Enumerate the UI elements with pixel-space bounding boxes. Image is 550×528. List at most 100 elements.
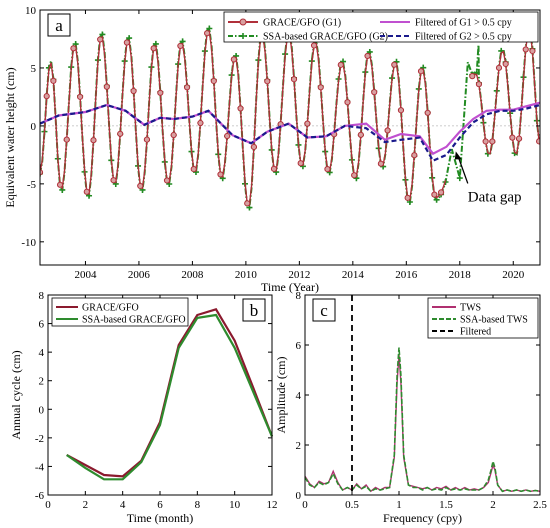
panel-tag-box: [312, 298, 336, 322]
series-g1-marker: [250, 143, 258, 151]
series-g1-marker: [469, 73, 476, 80]
y-tick-label: 0: [39, 404, 45, 416]
panel-tag: a: [47, 13, 71, 37]
x-tick-label: 12: [267, 499, 278, 511]
x-tick-label: 8: [195, 499, 201, 511]
series-g1-marker: [224, 132, 231, 140]
series-filtered-g2: [40, 103, 540, 163]
panel-tag: b: [242, 298, 266, 322]
series-filtered-g1: [40, 101, 540, 156]
x-tick-label: 10: [229, 499, 241, 511]
series-g1-marker: [237, 105, 244, 112]
x-tick-label: 2020: [502, 269, 525, 281]
series-g1-marker: [290, 76, 298, 83]
series-g1-marker: [244, 200, 251, 207]
x-tick-label: 1.5: [439, 499, 453, 511]
series-g1-marker: [270, 165, 278, 172]
x-tick-label: 1: [396, 499, 402, 511]
series-g1-marker: [536, 138, 540, 145]
series-g1-marker: [137, 182, 144, 190]
legend-item: GRACE/GFO (G1): [228, 18, 341, 29]
series-g1-marker: [197, 119, 204, 127]
legend-box: [51, 297, 189, 327]
panel-tag-text: c: [320, 301, 328, 320]
y-tick-label: -6: [35, 490, 45, 502]
series-g1-marker: [130, 87, 137, 95]
series-g1-marker: [117, 130, 124, 137]
legend-label: Filtered of G2 > 0.5 cpy: [415, 32, 512, 43]
legend-label: SSA-based TWS: [460, 315, 528, 326]
y-tick-label: 0: [296, 490, 302, 502]
series-g1-marker: [70, 45, 77, 52]
series-g1-marker: [364, 52, 371, 60]
x-tick-label: 2004: [74, 269, 97, 281]
x-tick-label: 4: [120, 499, 126, 511]
series-g1-marker: [103, 83, 110, 90]
series-g1-marker: [83, 188, 90, 195]
x-tick-label: 2014: [342, 269, 365, 281]
x-tick-label: 2: [83, 499, 89, 511]
legend-item: SSA-based GRACE/GFO (G2): [228, 32, 388, 43]
series-g1-marker: [509, 134, 516, 141]
y-axis-label: Equivalent water height (cm): [3, 67, 17, 207]
series-g1-marker: [324, 165, 331, 173]
series-g1-marker: [489, 138, 496, 145]
y-tick-label: 6: [39, 319, 45, 331]
series-g1-marker: [110, 177, 117, 184]
y-tick-label: 5: [31, 63, 37, 75]
series-g1-marker: [397, 107, 405, 114]
series-g1-marker: [63, 136, 70, 143]
series-g1-marker: [77, 93, 84, 100]
series-g1-marker: [210, 77, 217, 85]
series-g1-marker: [337, 61, 344, 68]
series-g1-marker: [357, 131, 364, 138]
legend-label: GRACE/GFO (G1): [263, 18, 341, 29]
series-g1-marker: [150, 45, 157, 52]
series-g1-line: [40, 29, 447, 207]
x-axis-label: Time (month): [127, 511, 194, 525]
annotation-text: Data gap: [468, 189, 522, 205]
y-tick-label: 2: [296, 440, 302, 452]
series-g1-marker: [437, 189, 445, 196]
annotation-arrowhead: [454, 151, 462, 160]
y-tick-label: 4: [39, 347, 45, 359]
series-g1-marker: [170, 131, 177, 139]
series-g1-marker: [384, 127, 391, 134]
series-g1-marker: [190, 165, 197, 173]
y-tick-label: 4: [296, 390, 302, 402]
series-g1-marker: [371, 89, 378, 96]
y-tick-label: -5: [27, 179, 37, 191]
x-tick-label: 2018: [449, 269, 472, 281]
legend-item: Filtered of G1 > 0.5 cpy: [380, 18, 512, 29]
series-b-0: [66, 307, 274, 478]
x-tick-label: 2010: [235, 269, 258, 281]
series-g1-marker: [123, 39, 130, 46]
y-tick-label: 6: [296, 340, 302, 352]
series-g1-marker: [97, 36, 104, 43]
x-tick-label: 2: [490, 499, 496, 511]
series-g1-marker: [204, 30, 211, 37]
x-tick-label: 0: [45, 499, 51, 511]
series-g1-marker: [502, 60, 509, 68]
series-g1-marker: [297, 160, 304, 167]
panel-tag-text: b: [250, 301, 259, 320]
x-tick-label: 6: [157, 499, 163, 511]
y-axis-label: Amplitude (cm): [274, 357, 288, 434]
legend-item: Filtered: [432, 327, 491, 338]
annotation-arrow: [457, 155, 469, 184]
series-g1-marker: [217, 171, 224, 178]
legend-label: GRACE/GFO: [82, 303, 139, 314]
panel-a: 2004 2006 2008 2010 2012 2014 2016 2018 2020 -10 -…: [3, 5, 541, 294]
legend-item: SSA-based TWS: [432, 315, 528, 326]
y-tick-label: -2: [35, 433, 44, 445]
legend-marker: [239, 18, 247, 26]
y-tick-label: -4: [35, 461, 45, 473]
series-g1-marker: [90, 137, 97, 144]
x-tick-label: 2012: [288, 269, 310, 281]
series-g1-marker: [317, 84, 324, 91]
legend-label: SSA-based GRACE/GFO: [82, 315, 186, 326]
